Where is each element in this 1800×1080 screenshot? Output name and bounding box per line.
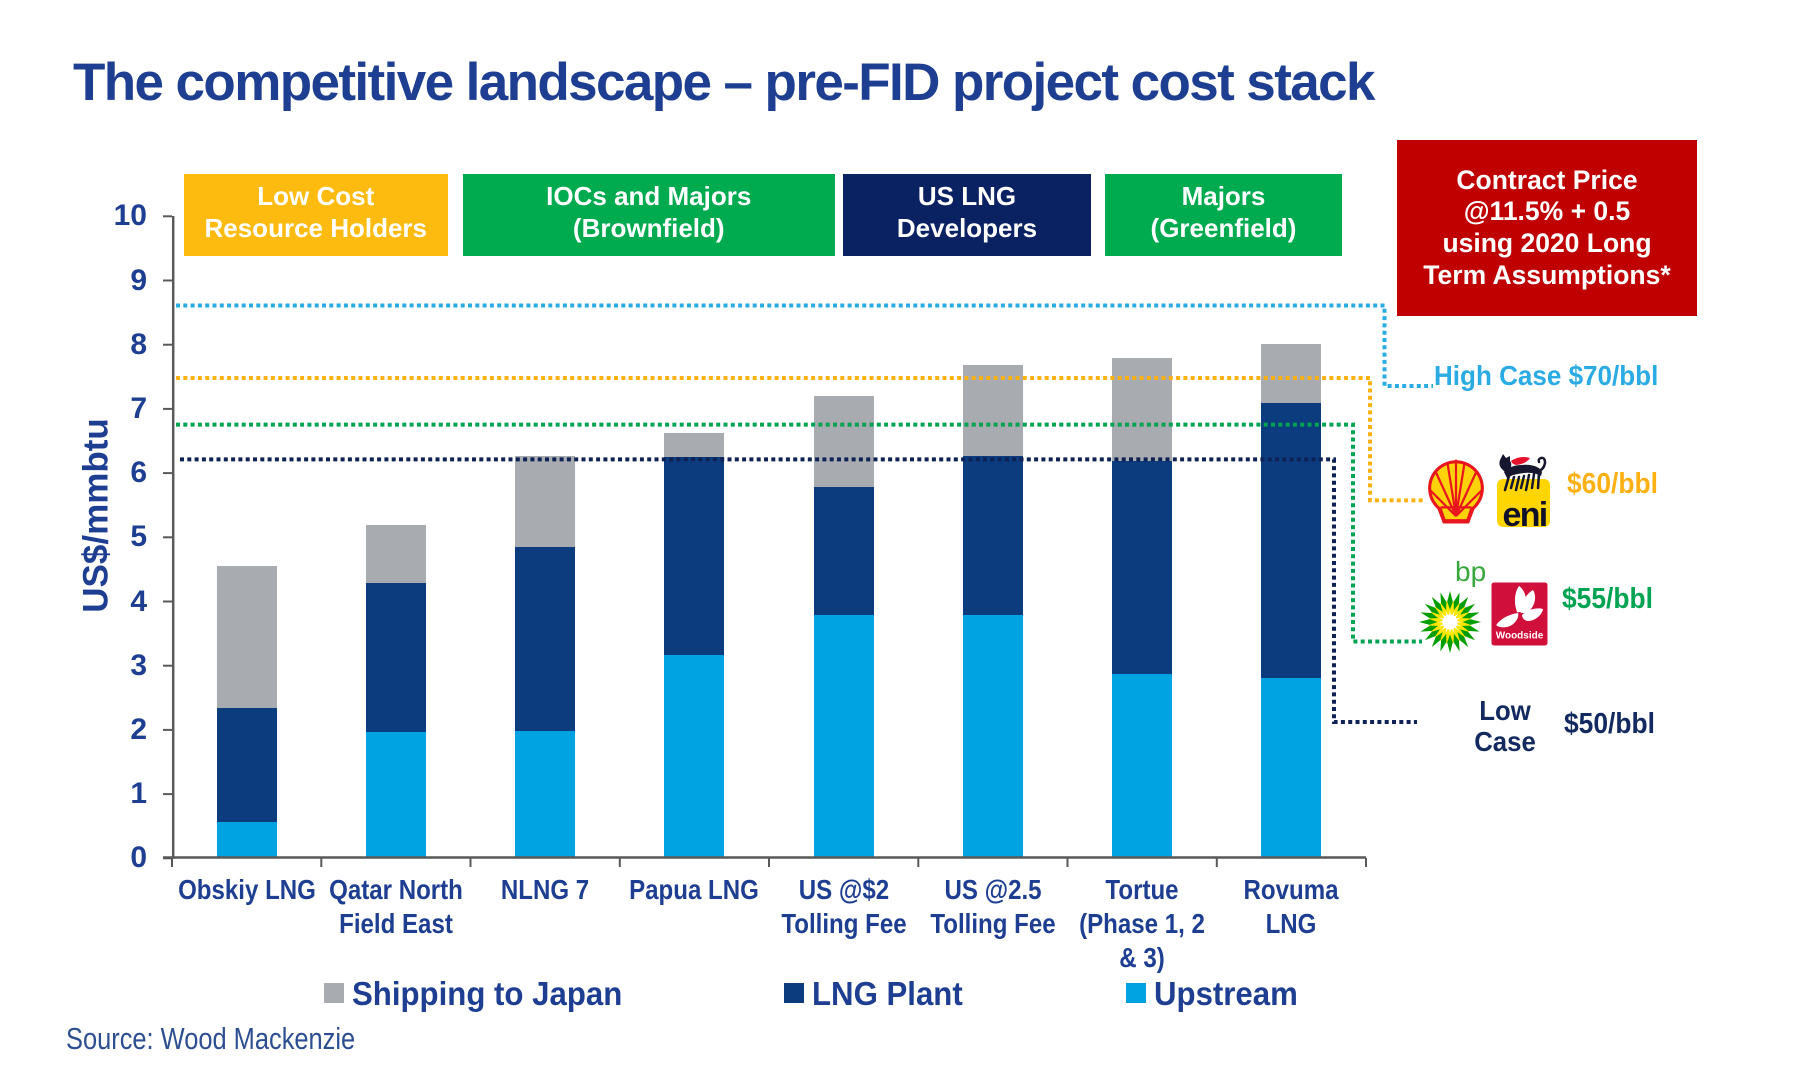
svg-text:bp: bp: [1455, 556, 1486, 587]
svg-text:eni: eni: [1502, 496, 1546, 530]
svg-text:Woodside: Woodside: [1496, 631, 1544, 642]
